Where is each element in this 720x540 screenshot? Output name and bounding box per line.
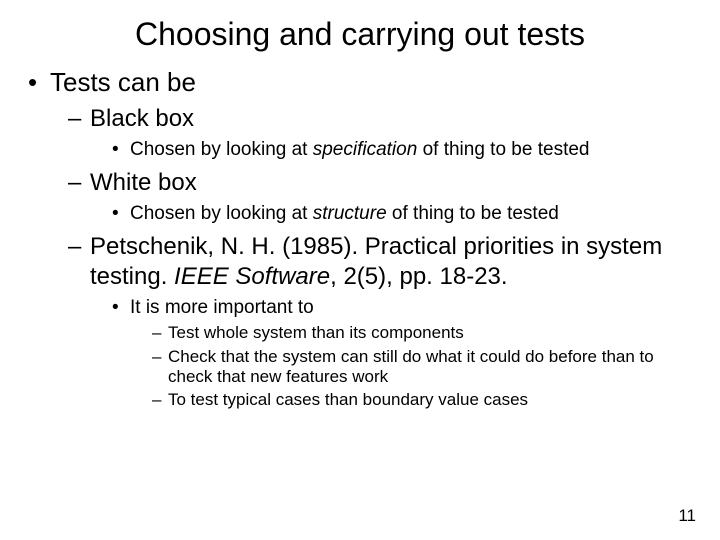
slide: Choosing and carrying out tests Tests ca… — [0, 0, 720, 540]
bullet-list-lvl4: Test whole system than its components Ch… — [152, 323, 700, 411]
emphasis: specification — [313, 139, 418, 160]
bullet-list-lvl2: Black box Chosen by looking at specifica… — [68, 104, 700, 411]
lvl2-item-whitebox: White box Chosen by looking at structure… — [68, 168, 700, 226]
lvl2-item-citation: Petschenik, N. H. (1985). Practical prio… — [68, 232, 700, 411]
blackbox-label: Black box — [90, 105, 194, 132]
priorities-intro-item: It is more important to Test whole syste… — [112, 296, 700, 411]
text: Chosen by looking at — [130, 139, 313, 160]
lvl2-item-blackbox: Black box Chosen by looking at specifica… — [68, 104, 700, 162]
whitebox-detail: Chosen by looking at structure of thing … — [112, 202, 700, 226]
citation-post: , 2(5), pp. 18-23. — [330, 263, 507, 290]
citation-journal: IEEE Software — [174, 263, 330, 290]
text: of thing to be tested — [387, 203, 559, 224]
text: Chosen by looking at — [130, 203, 313, 224]
slide-title: Choosing and carrying out tests — [20, 16, 700, 53]
bullet-list-lvl1: Tests can be Black box Chosen by looking… — [26, 67, 700, 411]
priority-item: Check that the system can still do what … — [152, 347, 700, 388]
page-number: 11 — [678, 506, 696, 526]
priorities-intro: It is more important to — [130, 297, 314, 318]
bullet-list-lvl3: Chosen by looking at structure of thing … — [112, 202, 700, 226]
bullet-list-lvl3: Chosen by looking at specification of th… — [112, 138, 700, 162]
text: of thing to be tested — [417, 139, 589, 160]
lvl1-text: Tests can be — [50, 67, 196, 97]
priority-item: To test typical cases than boundary valu… — [152, 390, 700, 410]
bullet-list-lvl3: It is more important to Test whole syste… — [112, 296, 700, 411]
lvl1-item: Tests can be Black box Chosen by looking… — [26, 67, 700, 411]
priority-item: Test whole system than its components — [152, 323, 700, 343]
whitebox-label: White box — [90, 169, 197, 196]
blackbox-detail: Chosen by looking at specification of th… — [112, 138, 700, 162]
emphasis: structure — [313, 203, 387, 224]
